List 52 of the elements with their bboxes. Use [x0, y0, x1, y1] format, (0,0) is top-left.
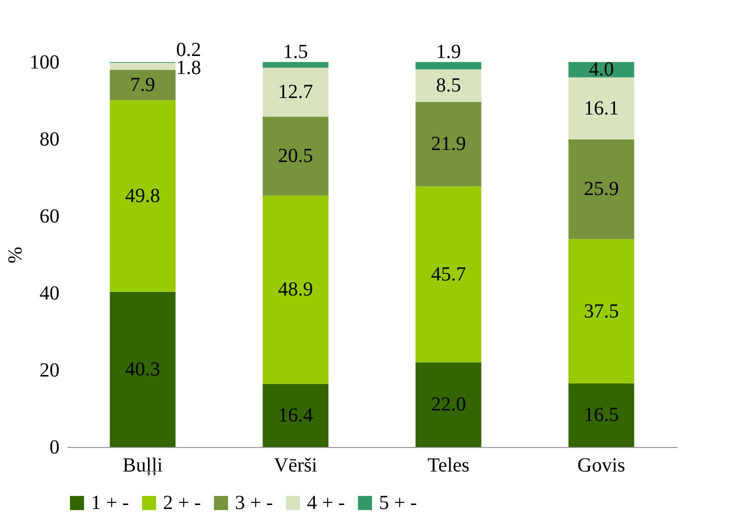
data-label: 37.5	[584, 300, 619, 322]
data-label: 25.9	[584, 178, 619, 200]
bar	[568, 383, 634, 447]
bar	[110, 292, 176, 447]
data-label: 16.1	[584, 97, 619, 120]
x-tick-label: Teles	[427, 454, 470, 476]
y-tick-label: 0	[50, 436, 60, 458]
legend-label: 5 + -	[379, 492, 417, 514]
data-label: 16.5	[584, 404, 619, 426]
data-label: 20.5	[278, 145, 314, 168]
data-label: 21.9	[430, 133, 466, 156]
x-tick-label: Govis	[577, 454, 626, 476]
legend-label: 1 + -	[91, 492, 129, 514]
y-tick-label: 100	[30, 52, 60, 74]
x-tick-label: Vērši	[274, 454, 318, 476]
bar	[262, 196, 328, 384]
bar	[110, 100, 176, 292]
data-label: 16.4	[278, 404, 314, 426]
legend-label: 4 + -	[307, 492, 345, 514]
bar	[416, 186, 482, 362]
x-tick-label: Buļļi	[122, 454, 164, 476]
bar	[568, 139, 634, 240]
bar	[568, 77, 634, 140]
legend-label: 2 + -	[163, 492, 201, 514]
y-tick-label: 60	[40, 206, 60, 228]
bar	[262, 384, 328, 447]
data-label: 12.7	[278, 81, 314, 104]
bar	[110, 70, 176, 100]
data-label: 45.7	[430, 263, 466, 286]
data-label: 49.8	[125, 184, 160, 207]
y-tick-label: 40	[40, 282, 60, 304]
bar	[568, 239, 634, 384]
bar	[416, 362, 482, 447]
data-label: 22.0	[430, 394, 466, 416]
y-axis-title: %	[4, 246, 26, 264]
bar	[262, 68, 328, 117]
bar	[262, 116, 328, 196]
data-label: 1.9	[436, 41, 461, 63]
data-label: 48.9	[278, 278, 314, 301]
legend-label: 3 + -	[235, 492, 273, 514]
bar	[416, 69, 482, 102]
data-label: 8.5	[436, 74, 461, 97]
data-label: 4.0	[588, 58, 614, 81]
data-label: 40.3	[125, 358, 160, 380]
data-label: 1.5	[283, 41, 308, 63]
bar	[416, 102, 482, 186]
bar	[110, 62, 176, 70]
data-label: 7.9	[130, 74, 156, 96]
bar	[416, 62, 482, 70]
y-tick-label: 80	[40, 128, 60, 150]
y-tick-label: 20	[40, 360, 60, 382]
bar	[262, 62, 328, 68]
